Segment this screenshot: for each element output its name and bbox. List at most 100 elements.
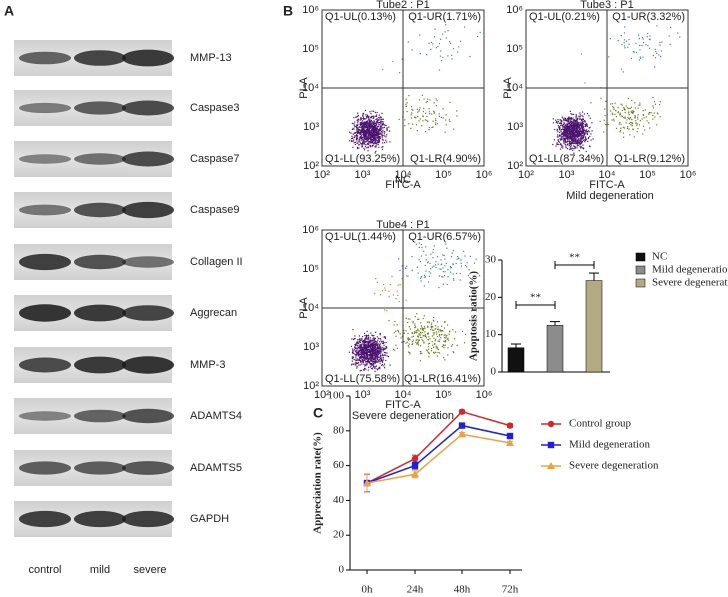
flow-event [383, 133, 385, 135]
flow-event [435, 261, 437, 263]
flow-event [563, 132, 566, 134]
flow-event [371, 127, 374, 130]
flow-event [372, 133, 374, 135]
flow-event [568, 127, 570, 130]
flow-event [611, 119, 613, 121]
flow-event [364, 135, 366, 138]
flow-event [584, 137, 587, 139]
flow-event [443, 254, 445, 256]
flow-event [569, 147, 571, 149]
flow-event [437, 263, 439, 265]
flow-event [361, 359, 363, 361]
flow-event [562, 137, 564, 140]
legend-label: NC [652, 251, 667, 263]
flow-event [361, 142, 364, 144]
flow-event [365, 344, 367, 347]
flow-event [639, 102, 641, 104]
flow-event [571, 126, 573, 128]
flow-event [409, 351, 411, 354]
flow-event [376, 135, 378, 137]
flow-event [573, 140, 575, 143]
flow-event [374, 346, 376, 348]
flow-event [356, 131, 358, 134]
flow-event [631, 118, 633, 121]
flow-event [371, 345, 373, 348]
flow-event [362, 136, 364, 138]
flow-event [561, 138, 563, 140]
flow-event [630, 111, 633, 114]
flow-event [580, 122, 582, 124]
flow-event [371, 339, 373, 341]
flow-event [573, 133, 575, 135]
flow-event [444, 339, 447, 342]
flow-event [434, 343, 436, 346]
flow-event [363, 129, 365, 131]
flow-event [631, 99, 633, 101]
flow-event [563, 120, 565, 122]
flow-event [638, 38, 640, 40]
flow-event [449, 271, 452, 273]
flow-event [580, 130, 582, 132]
flow-event [359, 122, 361, 124]
flow-event [372, 139, 374, 141]
flow-event [377, 351, 379, 354]
flow-event [365, 348, 368, 350]
flow-event [363, 369, 365, 371]
flow-event [566, 131, 569, 134]
flow-event [379, 117, 381, 119]
flow-event [364, 365, 366, 367]
flow-event [577, 140, 579, 142]
flow-event [564, 133, 566, 135]
flow-event [377, 132, 379, 134]
flow-event [563, 126, 565, 128]
flow-event [372, 131, 375, 134]
flow-event [384, 141, 386, 144]
flow-event [569, 121, 571, 123]
flow-event [365, 353, 367, 355]
flow-event [564, 117, 566, 119]
flow-event [354, 345, 357, 347]
flow-event [419, 345, 422, 347]
flow-event [374, 131, 376, 134]
flow-event [375, 366, 377, 368]
flow-event [572, 129, 574, 131]
flow-event [367, 132, 369, 135]
flow-event [373, 127, 375, 129]
flow-event [359, 338, 361, 340]
flow-event [420, 336, 422, 339]
flow-event [644, 109, 646, 111]
flow-event [569, 136, 571, 138]
flow-event [376, 351, 378, 354]
flow-event [372, 335, 374, 337]
flow-event [624, 117, 626, 119]
y-tick-label: 0 [491, 366, 497, 378]
flow-event [660, 50, 662, 52]
flow-event [371, 347, 373, 349]
flow-event [624, 111, 626, 114]
flow-event [579, 141, 581, 144]
flow-event [359, 348, 362, 350]
flow-event [579, 134, 581, 136]
flow-event [376, 361, 379, 363]
flow-event [443, 334, 445, 336]
flow-event [420, 351, 422, 353]
flow-event [375, 139, 378, 141]
flow-event [360, 129, 363, 132]
flow-event [375, 278, 377, 280]
flow-event [586, 133, 588, 135]
flow-event [642, 56, 644, 58]
flow-event [654, 116, 656, 118]
flow-event [445, 337, 447, 339]
flow-event [367, 334, 369, 336]
blot-band [19, 204, 71, 216]
flow-event [435, 351, 437, 353]
flow-event [604, 108, 606, 110]
flow-event [383, 131, 385, 133]
flow-event [369, 133, 372, 135]
flow-event [364, 345, 366, 347]
flow-event [414, 116, 416, 118]
flow-event [412, 109, 414, 111]
flow-event [607, 123, 609, 126]
flow-event [639, 57, 642, 59]
flow-event [371, 368, 374, 370]
